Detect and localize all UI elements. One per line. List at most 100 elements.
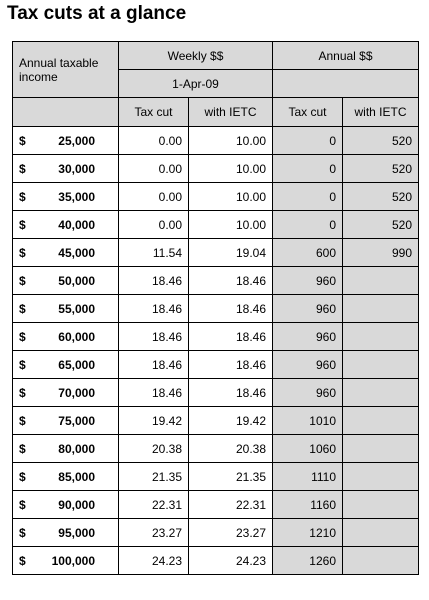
table-row: $95,000 23.27 23.27 1210: [12, 518, 419, 547]
dollar-sign: $: [19, 441, 26, 456]
annual-tax-cut-cell: 1260: [272, 546, 343, 575]
income-cell: $85,000: [12, 462, 119, 491]
annual-with-ietc-cell: [342, 378, 419, 407]
annual-with-ietc-cell: [342, 462, 419, 491]
weekly-tax-cut-cell: 21.35: [118, 462, 189, 491]
dollar-sign: $: [19, 469, 26, 484]
income-cell: $95,000: [12, 518, 119, 547]
weekly-with-ietc-cell: 19.04: [188, 238, 273, 267]
income-cell: $65,000: [12, 350, 119, 379]
table-row: $55,000 18.46 18.46 960: [12, 294, 419, 323]
annual-tax-cut-cell: 1160: [272, 490, 343, 519]
income-amount: 80,000: [58, 441, 95, 456]
dollar-sign: $: [19, 217, 26, 232]
income-amount: 95,000: [58, 525, 95, 540]
table-row: $100,000 24.23 24.23 1260: [12, 546, 419, 575]
annual-tax-cut-cell: 1010: [272, 406, 343, 435]
weekly-tax-cut-cell: 0.00: [118, 210, 189, 239]
col-annual-tax-cut: Tax cut: [272, 97, 343, 127]
table-row: $35,000 0.00 10.00 0 520: [12, 182, 419, 211]
annual-with-ietc-cell: [342, 434, 419, 463]
weekly-with-ietc-cell: 18.46: [188, 378, 273, 407]
annual-tax-cut-cell: 0: [272, 182, 343, 211]
col-annual-with-ietc: with IETC: [342, 97, 419, 127]
weekly-tax-cut-cell: 18.46: [118, 294, 189, 323]
weekly-with-ietc-cell: 10.00: [188, 126, 273, 155]
income-cell: $60,000: [12, 322, 119, 351]
dollar-sign: $: [19, 553, 26, 568]
table-row: $90,000 22.31 22.31 1160: [12, 490, 419, 519]
weekly-with-ietc-cell: 10.00: [188, 210, 273, 239]
table-row: $40,000 0.00 10.00 0 520: [12, 210, 419, 239]
weekly-with-ietc-cell: 20.38: [188, 434, 273, 463]
header-row-columns: Tax cut with IETC Tax cut with IETC: [12, 97, 419, 127]
income-amount: 35,000: [58, 189, 95, 204]
weekly-with-ietc-cell: 21.35: [188, 462, 273, 491]
income-cell: $30,000: [12, 154, 119, 183]
dollar-sign: $: [19, 525, 26, 540]
annual-with-ietc-cell: [342, 350, 419, 379]
weekly-tax-cut-cell: 18.46: [118, 266, 189, 295]
weekly-with-ietc-cell: 18.46: [188, 266, 273, 295]
income-amount: 65,000: [58, 357, 95, 372]
table-row: $70,000 18.46 18.46 960: [12, 378, 419, 407]
annual-with-ietc-cell: 520: [342, 210, 419, 239]
income-cell: $35,000: [12, 182, 119, 211]
weekly-tax-cut-cell: 20.38: [118, 434, 189, 463]
header-row-group: Annual taxable income Weekly $$ Annual $…: [12, 41, 419, 98]
annual-tax-cut-cell: 0: [272, 210, 343, 239]
income-amount: 30,000: [58, 161, 95, 176]
weekly-tax-cut-cell: 18.46: [118, 350, 189, 379]
weekly-with-ietc-cell: 18.46: [188, 350, 273, 379]
header-row-date: 1-Apr-09: [13, 69, 419, 98]
weekly-tax-cut-cell: 19.42: [118, 406, 189, 435]
income-amount: 75,000: [58, 413, 95, 428]
weekly-with-ietc-cell: 23.27: [188, 518, 273, 547]
income-header: Annual taxable income: [12, 41, 119, 98]
table-row: $65,000 18.46 18.46 960: [12, 350, 419, 379]
dollar-sign: $: [19, 161, 26, 176]
weekly-tax-cut-cell: 11.54: [118, 238, 189, 267]
income-amount: 45,000: [58, 245, 95, 260]
annual-with-ietc-cell: [342, 266, 419, 295]
weekly-tax-cut-cell: 24.23: [118, 546, 189, 575]
weekly-tax-cut-cell: 0.00: [118, 126, 189, 155]
dollar-sign: $: [19, 301, 26, 316]
income-cell: $70,000: [12, 378, 119, 407]
income-cell: $40,000: [12, 210, 119, 239]
income-amount: 100,000: [51, 553, 95, 568]
annual-with-ietc-cell: [342, 490, 419, 519]
income-amount: 90,000: [58, 497, 95, 512]
weekly-tax-cut-cell: 23.27: [118, 518, 189, 547]
weekly-with-ietc-cell: 18.46: [188, 322, 273, 351]
page-title: Tax cuts at a glance: [7, 3, 187, 24]
weekly-group-header: Weekly $$: [118, 41, 273, 70]
weekly-with-ietc-cell: 18.46: [188, 294, 273, 323]
dollar-sign: $: [19, 245, 26, 260]
annual-tax-cut-cell: 0: [272, 126, 343, 155]
income-col-blank: [12, 97, 119, 127]
table-row: $25,000 0.00 10.00 0 520: [12, 126, 419, 155]
annual-tax-cut-cell: 600: [272, 238, 343, 267]
annual-tax-cut-cell: 1060: [272, 434, 343, 463]
income-amount: 40,000: [58, 217, 95, 232]
annual-tax-cut-cell: 0: [272, 154, 343, 183]
annual-with-ietc-cell: [342, 322, 419, 351]
annual-with-ietc-cell: [342, 294, 419, 323]
table-row: $30,000 0.00 10.00 0 520: [12, 154, 419, 183]
annual-tax-cut-cell: 1110: [272, 462, 343, 491]
table-row: $75,000 19.42 19.42 1010: [12, 406, 419, 435]
income-cell: $45,000: [12, 238, 119, 267]
weekly-tax-cut-cell: 0.00: [118, 182, 189, 211]
income-amount: 60,000: [58, 329, 95, 344]
dollar-sign: $: [19, 273, 26, 288]
dollar-sign: $: [19, 385, 26, 400]
weekly-with-ietc-cell: 10.00: [188, 182, 273, 211]
table-row: $60,000 18.46 18.46 960: [12, 322, 419, 351]
dollar-sign: $: [19, 497, 26, 512]
weekly-with-ietc-cell: 22.31: [188, 490, 273, 519]
annual-tax-cut-cell: 960: [272, 294, 343, 323]
weekly-with-ietc-cell: 10.00: [188, 154, 273, 183]
weekly-tax-cut-cell: 22.31: [118, 490, 189, 519]
income-cell: $90,000: [12, 490, 119, 519]
